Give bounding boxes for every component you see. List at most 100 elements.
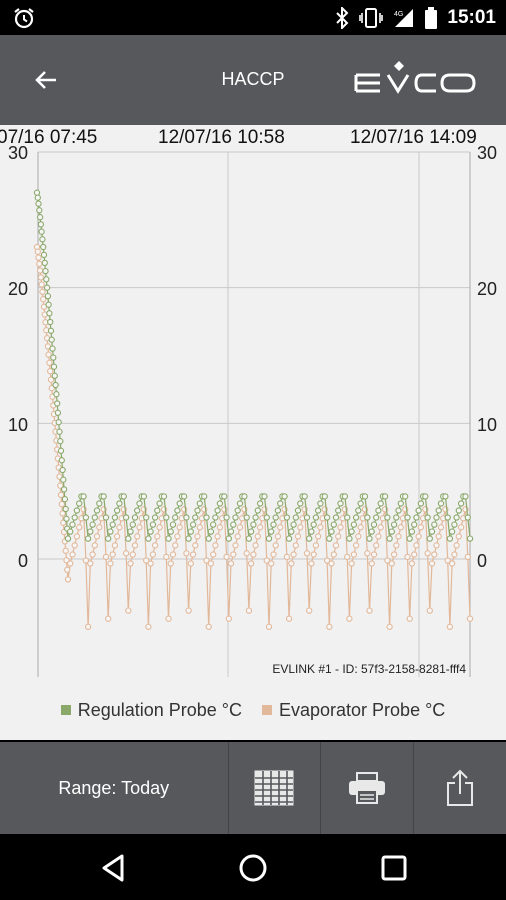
back-triangle-icon[interactable] xyxy=(98,852,130,884)
evaporator-point xyxy=(82,557,90,564)
regulation-point xyxy=(408,528,416,535)
regulation-point xyxy=(47,318,54,326)
regulation-point xyxy=(294,507,302,514)
evaporator-point xyxy=(38,281,45,288)
page-title: HACCP xyxy=(221,69,285,89)
regulation-point xyxy=(37,221,45,228)
regulation-point xyxy=(290,521,297,528)
evaporator-point xyxy=(205,623,212,630)
evaporator-point xyxy=(129,551,136,558)
arrow-left-icon[interactable] xyxy=(28,65,68,95)
evaporator-point xyxy=(39,288,46,295)
evaporator-point xyxy=(183,550,190,557)
regulation-point xyxy=(377,500,384,507)
range-button[interactable]: Range: Today xyxy=(0,742,229,834)
regulation-point xyxy=(203,514,210,521)
regulation-point xyxy=(48,336,55,343)
print-button[interactable] xyxy=(321,742,415,834)
regulation-point xyxy=(437,500,445,507)
regulation-point xyxy=(395,507,402,514)
evaporator-point xyxy=(328,560,335,567)
evaporator-point xyxy=(134,533,141,540)
evaporator-point xyxy=(285,615,293,622)
evaporator-point xyxy=(464,553,471,561)
chart-legend: Regulation Probe °C Evaporator Probe °C xyxy=(0,695,506,725)
regulation-point xyxy=(283,514,291,521)
evaporator-point xyxy=(59,510,66,517)
regulation-point xyxy=(261,493,268,500)
legend-regulation[interactable]: Regulation Probe °C xyxy=(60,699,242,721)
regulation-point xyxy=(116,500,123,507)
regulation-point xyxy=(50,363,58,370)
regulation-point xyxy=(292,514,299,521)
regulation-point xyxy=(462,493,469,500)
regulation-point xyxy=(201,493,208,500)
evaporator-point xyxy=(102,553,110,561)
regulation-point xyxy=(125,535,132,542)
evaporator-point xyxy=(406,615,413,622)
legend-evaporator[interactable]: Evaporator Probe °C xyxy=(262,700,445,721)
regulation-point xyxy=(330,521,337,528)
evaporator-point xyxy=(352,542,360,549)
evaporator-point xyxy=(393,542,400,549)
regulation-point xyxy=(417,500,425,507)
regulation-point xyxy=(397,500,404,507)
regulation-point xyxy=(34,194,41,201)
regulation-point xyxy=(457,500,465,507)
regulation-point xyxy=(127,528,134,535)
print-icon xyxy=(349,772,386,804)
regulation-point xyxy=(183,514,190,521)
evaporator-point xyxy=(236,524,244,531)
regulation-point xyxy=(89,521,96,528)
evaporator-point xyxy=(194,533,201,540)
regulation-point xyxy=(426,535,433,542)
evaporator-point xyxy=(187,560,194,567)
evaporator-point xyxy=(47,368,54,375)
top-label-2: 12/07/16 10:58 xyxy=(158,127,285,148)
signal-4g-icon: 4G xyxy=(394,8,414,27)
regulation-point xyxy=(368,528,375,535)
regulation-point xyxy=(54,400,61,407)
home-circle-icon[interactable] xyxy=(237,852,269,884)
regulation-point xyxy=(56,428,63,435)
regulation-point xyxy=(323,514,331,521)
table-icon xyxy=(254,770,294,806)
evaporator-point xyxy=(366,607,373,614)
legend-regulation-label: Regulation Probe °C xyxy=(77,699,242,720)
recents-square-icon[interactable] xyxy=(378,852,410,884)
regulation-point xyxy=(73,507,81,514)
regulation-point xyxy=(102,514,110,521)
y-tick-right-0: 0 xyxy=(477,551,487,571)
regulation-point xyxy=(212,514,219,521)
regulation-point xyxy=(216,500,224,507)
evaporator-point xyxy=(388,560,395,567)
regulation-point xyxy=(444,514,451,521)
evaporator-point xyxy=(36,267,44,274)
share-button[interactable] xyxy=(414,742,506,834)
regulation-point xyxy=(71,514,78,521)
regulation-point xyxy=(87,528,94,535)
evaporator-point xyxy=(413,542,420,549)
table-view-button[interactable] xyxy=(229,742,322,834)
regulation-point xyxy=(366,535,373,542)
regulation-point xyxy=(100,493,107,500)
regulation-point xyxy=(221,493,228,500)
device-id-watermark: EVLINK #1 - ID: 57f3-2158-8281-fff4 xyxy=(272,662,466,676)
regulation-point xyxy=(131,514,139,521)
temperature-chart[interactable]: 07/16 07:45 12/07/16 10:58 12/07/16 14:0… xyxy=(0,125,506,695)
regulation-point xyxy=(390,521,398,528)
evaporator-point xyxy=(453,542,460,549)
regulation-point xyxy=(310,521,317,528)
regulation-point xyxy=(234,507,241,514)
chart-area[interactable]: 07/16 07:45 12/07/16 10:58 12/07/16 14:0… xyxy=(0,125,506,740)
evaporator-point xyxy=(245,607,253,614)
regulation-point xyxy=(67,528,74,535)
evaporator-point xyxy=(290,551,297,558)
regulation-point xyxy=(227,528,235,535)
regulation-point xyxy=(214,507,221,514)
regulation-point xyxy=(433,514,440,521)
regulation-point xyxy=(466,535,474,542)
evaporator-point xyxy=(189,551,197,558)
regulation-point xyxy=(265,535,273,542)
evaporator-point xyxy=(89,551,96,558)
